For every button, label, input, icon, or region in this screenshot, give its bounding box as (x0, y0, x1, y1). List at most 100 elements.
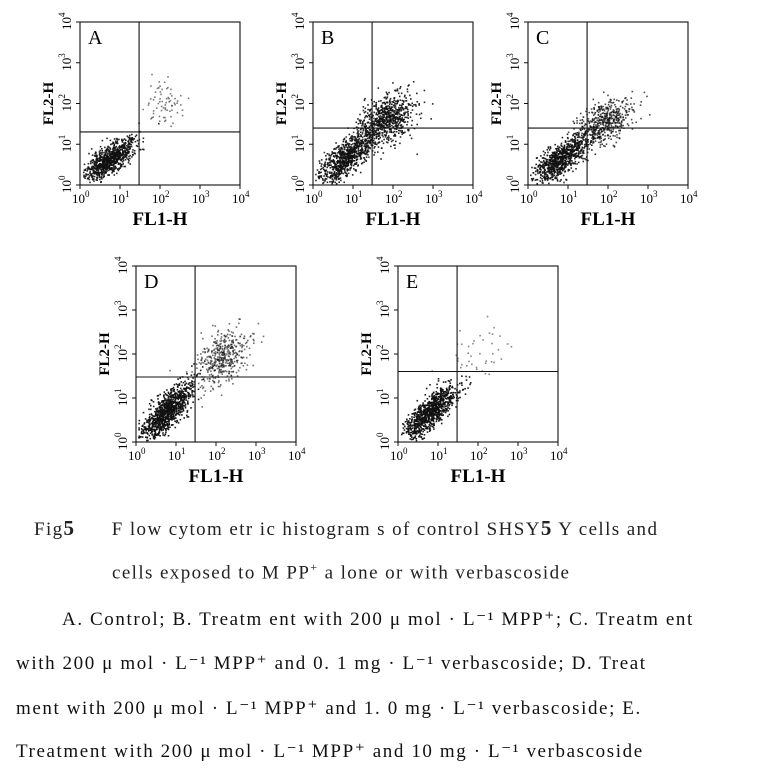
point (116, 139, 119, 141)
point (562, 167, 565, 170)
point (127, 145, 129, 147)
point (166, 420, 168, 423)
point (595, 133, 597, 135)
y-axis-label: FL2-H (489, 82, 505, 126)
point (582, 149, 585, 152)
chart-a: 100100101101102102103103104104FL1-HFL2-H… (41, 12, 250, 230)
point (407, 113, 409, 115)
point (405, 107, 407, 109)
point (164, 407, 166, 410)
point (365, 131, 367, 134)
point (554, 153, 556, 156)
point (551, 151, 554, 154)
point (126, 148, 128, 151)
point (345, 157, 347, 159)
point (420, 117, 422, 120)
point (399, 118, 401, 120)
point (557, 171, 560, 174)
point (351, 146, 353, 149)
point (544, 164, 547, 166)
point (165, 417, 167, 419)
point (550, 177, 552, 179)
point (396, 89, 399, 92)
point (193, 385, 195, 388)
point (556, 160, 558, 163)
point (383, 96, 386, 99)
point (590, 140, 593, 142)
point (170, 402, 172, 404)
point (381, 128, 383, 131)
point (107, 156, 110, 158)
point (538, 171, 541, 173)
point (378, 138, 380, 140)
point (128, 139, 130, 142)
point (391, 122, 394, 124)
point (566, 133, 569, 136)
point (375, 113, 377, 116)
point (163, 421, 166, 423)
point (170, 398, 172, 401)
point (323, 151, 326, 154)
point (148, 419, 150, 421)
point (548, 161, 550, 164)
point (159, 417, 162, 419)
point (335, 183, 338, 185)
point (398, 132, 400, 134)
point (330, 155, 332, 157)
point (396, 116, 399, 119)
point (623, 108, 626, 110)
point (167, 403, 170, 405)
point (386, 93, 389, 96)
point (182, 409, 185, 411)
point (398, 129, 400, 132)
point (185, 399, 188, 401)
point (119, 156, 122, 159)
point (129, 138, 131, 141)
point (168, 97, 170, 100)
point (323, 164, 325, 166)
point (553, 174, 556, 176)
point (333, 161, 336, 163)
point (156, 87, 159, 90)
point (326, 153, 329, 155)
point (328, 159, 330, 161)
point (328, 162, 331, 164)
point (619, 115, 622, 118)
point (115, 162, 117, 165)
point (598, 141, 600, 144)
point (549, 147, 552, 150)
point (619, 112, 621, 115)
point (341, 154, 344, 157)
point (551, 165, 553, 168)
point (89, 174, 91, 177)
point (319, 168, 322, 171)
point (366, 150, 368, 153)
point (555, 165, 558, 167)
point (578, 156, 581, 159)
point (531, 179, 534, 182)
point (353, 164, 355, 167)
point (569, 151, 572, 154)
point (113, 160, 116, 162)
point (162, 415, 164, 418)
point (140, 431, 143, 433)
point (122, 163, 124, 165)
point (115, 158, 117, 161)
point (158, 410, 161, 413)
point (318, 171, 320, 173)
point (602, 139, 605, 142)
point (117, 151, 119, 153)
point (182, 396, 184, 398)
point (165, 409, 168, 411)
point (112, 141, 114, 144)
point (342, 166, 345, 168)
point (626, 103, 629, 106)
point (551, 163, 553, 165)
point (126, 147, 128, 149)
point (615, 131, 617, 133)
point (183, 400, 185, 403)
point (369, 131, 372, 134)
point (158, 416, 161, 418)
point (365, 128, 367, 130)
point (618, 100, 620, 102)
